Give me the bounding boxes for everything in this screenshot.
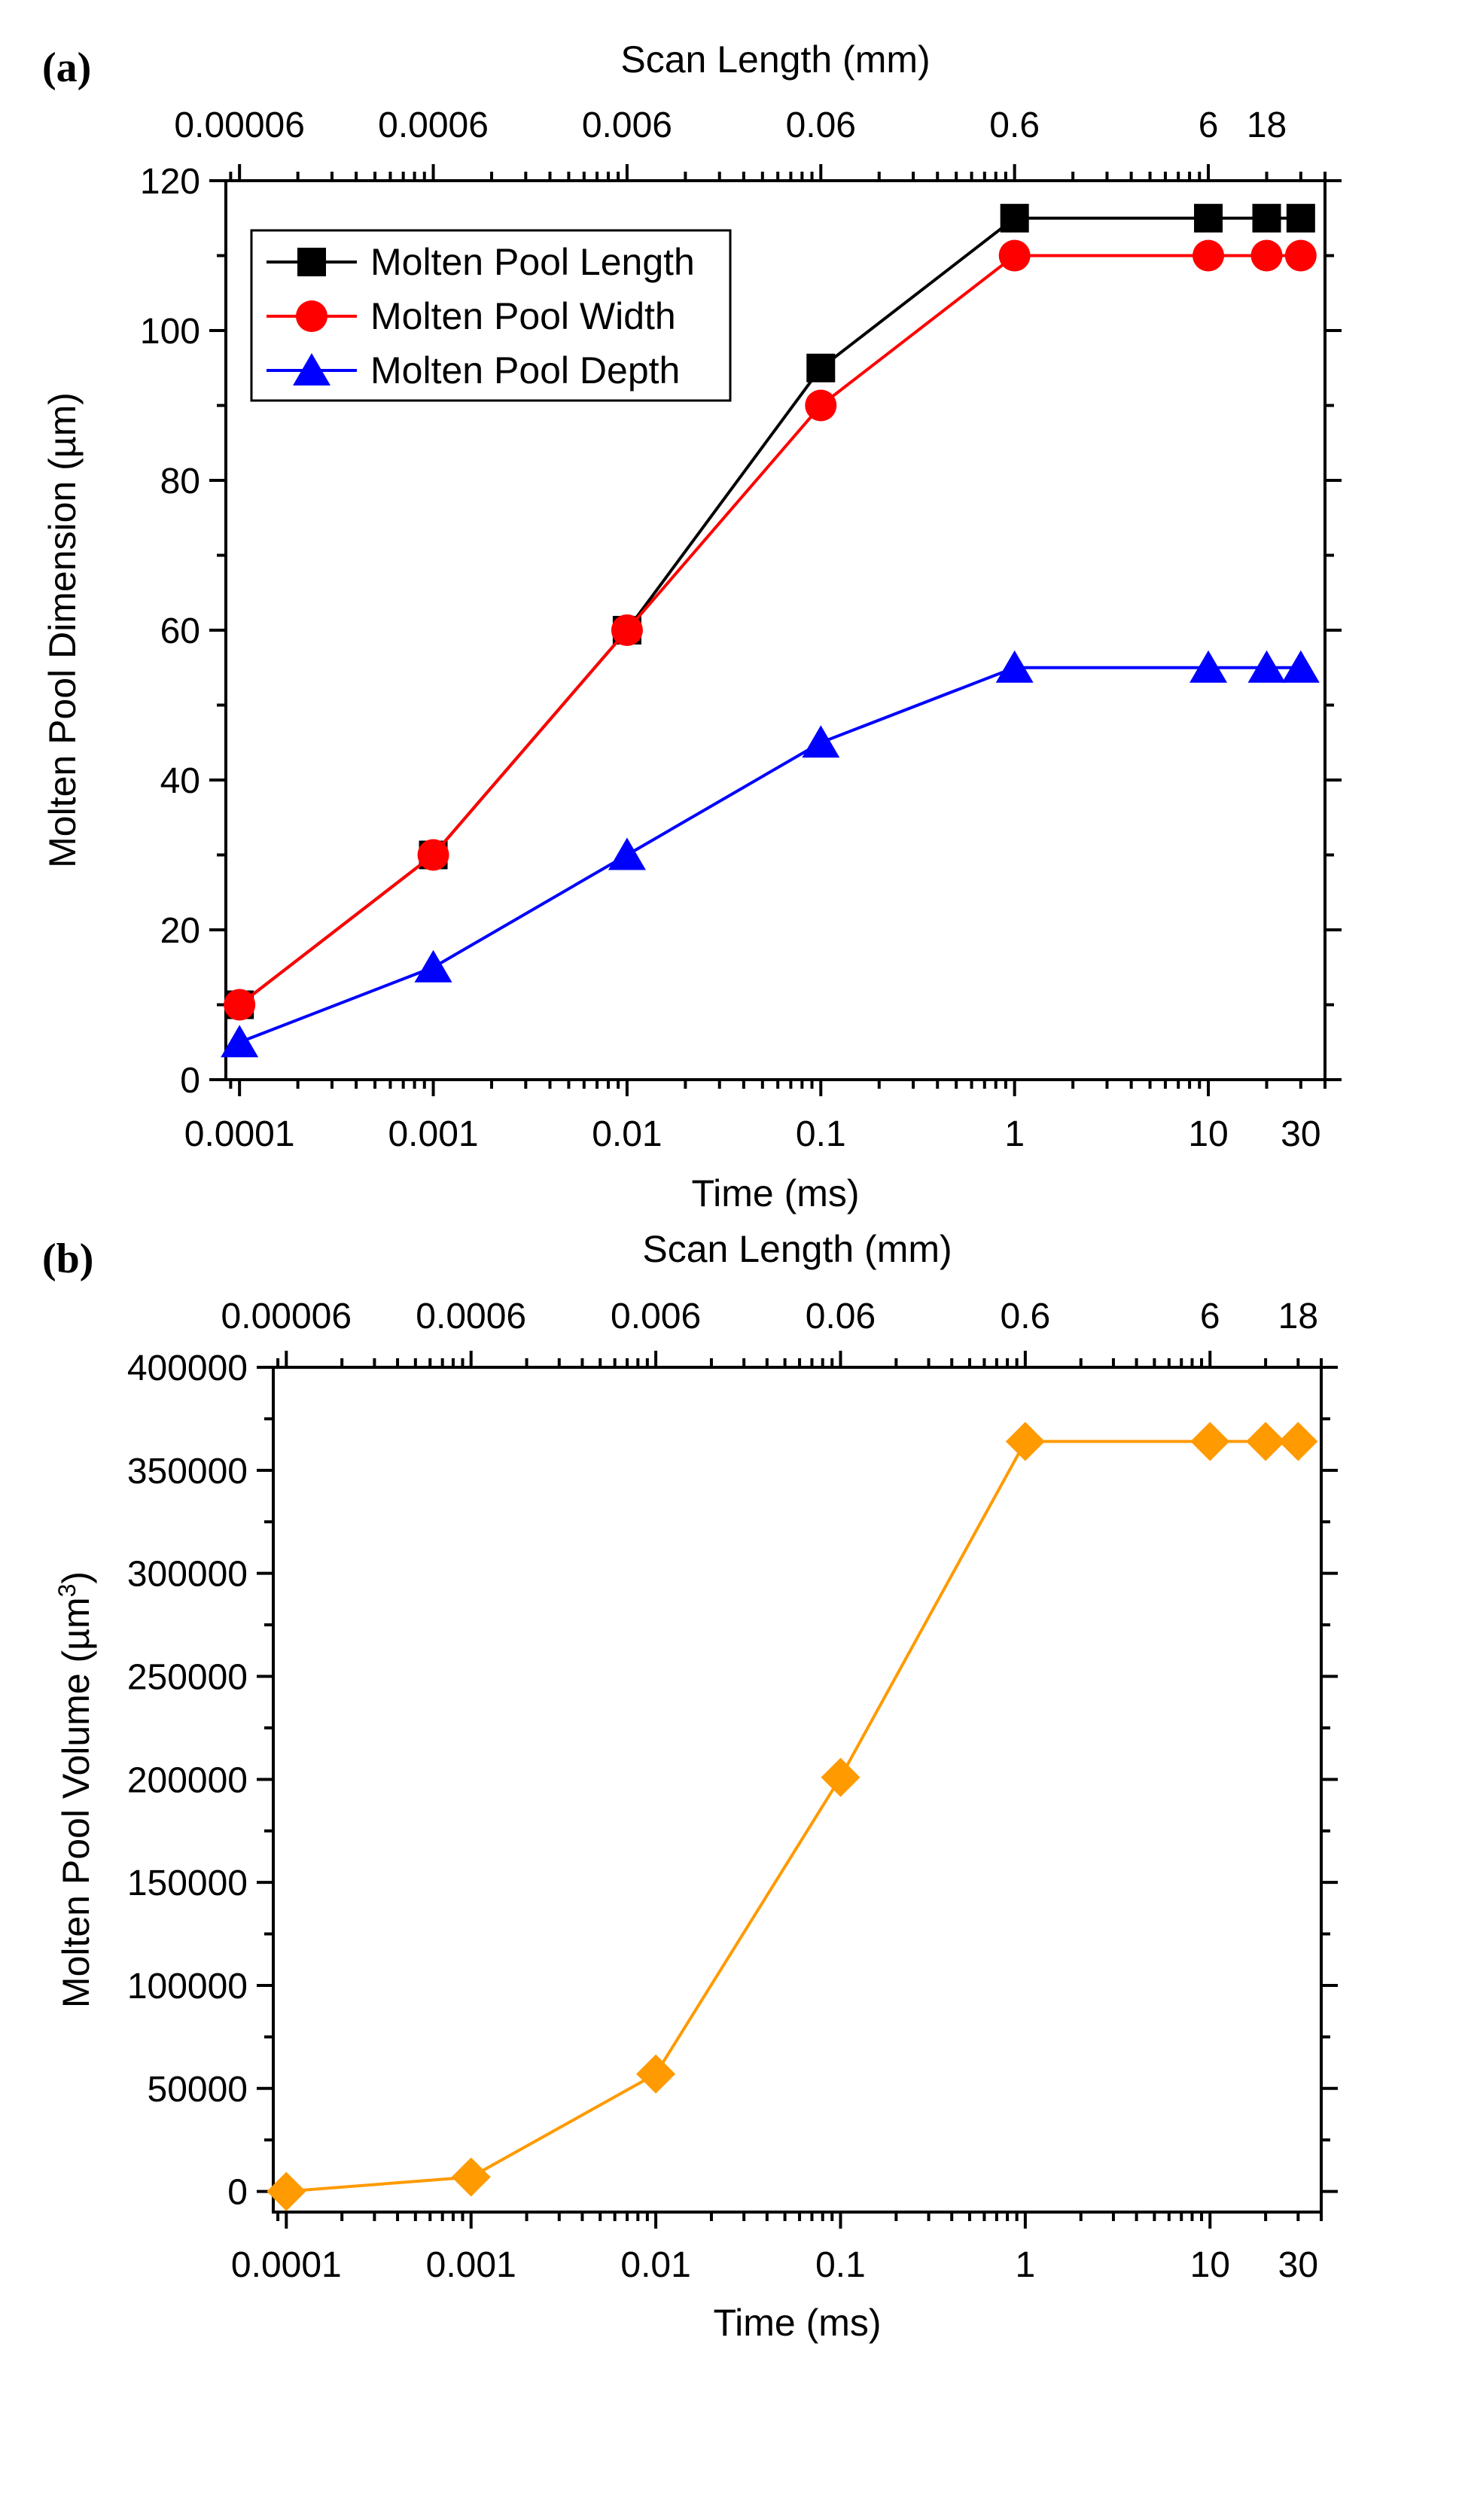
y-tick-label: 300000	[127, 1555, 248, 1595]
x-tick-label: 10	[1188, 1114, 1228, 1154]
x-tick-label: 0.01	[620, 2245, 690, 2285]
x2-tick-label: 0.06	[806, 1297, 876, 1336]
x-tick-label: 0.01	[592, 1114, 662, 1154]
panel-b-molten-pool-volume-chart: (b)0.0001 0.001 0.01 0.1 1 10 300.00006 0.0006 0…	[42, 1228, 1338, 2344]
y-tick-label: 20	[160, 911, 200, 951]
data-point-depth	[1189, 650, 1228, 683]
x2-tick-label: 0.00006	[174, 105, 305, 145]
data-point-width	[1250, 239, 1283, 272]
data-point-depth	[414, 949, 452, 983]
legend-marker-depth	[293, 353, 330, 385]
x2-tick-label: 18	[1278, 1297, 1318, 1336]
legend-entry: Molten Pool Length	[370, 241, 695, 283]
x2-tick-label: 0.06	[786, 105, 856, 145]
x-tick-label: 1	[1016, 2245, 1036, 2285]
data-point-width	[998, 239, 1031, 272]
panel-label: (b)	[42, 1236, 93, 1282]
x-axis-title: Time (ms)	[713, 2302, 881, 2344]
series-line-depth	[239, 666, 1301, 1044]
x-tick-label: 10	[1190, 2245, 1230, 2285]
data-point-length	[1000, 203, 1029, 233]
panel-a-molten-pool-dimension-chart: (a) 0.0001 0.001 0.01 0.1 1 10 30 0.00006 0.0006 0…	[41, 38, 1342, 1214]
x-tick-label: 0.1	[815, 2245, 866, 2285]
x-axis-title: Time (ms)	[691, 1172, 859, 1214]
x2-tick-label: 0.0006	[378, 105, 489, 145]
data-point-width	[611, 614, 643, 646]
data-point-length	[1252, 203, 1281, 233]
series-line-volume	[286, 1440, 1299, 2193]
x-tick-label: 1	[1004, 1114, 1025, 1154]
data-point-depth	[995, 650, 1034, 683]
data-point-volume	[1278, 1421, 1318, 1461]
x-tick-label: 0.1	[796, 1114, 846, 1154]
legend-marker-length	[297, 248, 326, 276]
y-tick-label: 100	[140, 312, 200, 352]
x2-tick-label: 0.6	[1001, 1297, 1051, 1336]
legend-entry: Molten Pool Depth	[370, 349, 680, 392]
x-tick-label: 0.0001	[184, 1114, 295, 1154]
data-point-volume	[821, 1757, 860, 1797]
y-tick-label: 60	[160, 611, 200, 651]
y-tick-label: 150000	[127, 1863, 248, 1903]
data-point-volume	[1005, 1421, 1045, 1461]
data-point-volume	[1190, 1421, 1230, 1461]
y-tick-label: 400000	[127, 1348, 248, 1388]
x-tick-label: 0.001	[388, 1114, 478, 1154]
y-tick-label: 0	[180, 1061, 200, 1101]
data-point-depth	[1281, 650, 1320, 683]
y-tick-label: 80	[160, 462, 200, 501]
data-point-volume	[1246, 1421, 1286, 1461]
data-point-width	[1192, 239, 1225, 272]
y-axis-title-suffix: )	[55, 1571, 97, 1584]
y-tick-label: 40	[160, 761, 200, 801]
x2-axis-title: Scan Length (mm)	[642, 1228, 952, 1270]
x2-axis-title: Scan Length (mm)	[620, 38, 930, 81]
y-axis-title-text: Molten Pool Volume (µm	[55, 1597, 97, 2008]
data-point-volume	[267, 2171, 306, 2211]
x2-tick-label: 18	[1247, 105, 1287, 145]
x-tick-label: 0.001	[426, 2245, 516, 2285]
data-point-depth	[608, 837, 646, 870]
data-point-length	[806, 353, 836, 382]
legend-entry: Molten Pool Width	[370, 295, 676, 337]
data-point-width	[1284, 239, 1317, 272]
x2-tick-label: 0.006	[611, 1297, 701, 1336]
y-axis-title: Molten Pool Volume (µm3)	[53, 1571, 97, 2008]
y-tick-label: 120	[140, 162, 200, 202]
data-point-volume	[636, 2054, 676, 2094]
y-axis-title: Molten Pool Dimension (µm)	[41, 392, 84, 868]
data-point-volume	[451, 2157, 491, 2197]
x2-tick-label: 6	[1199, 105, 1219, 145]
data-point-depth	[1247, 650, 1286, 683]
y-tick-label: 250000	[127, 1657, 248, 1697]
x-tick-label: 30	[1278, 2245, 1318, 2285]
y-tick-label: 100000	[127, 1967, 248, 2007]
data-point-depth	[221, 1025, 259, 1058]
data-point-width	[805, 389, 837, 422]
x2-tick-label: 6	[1200, 1297, 1220, 1336]
x2-tick-label: 0.006	[582, 105, 672, 145]
data-point-length	[1194, 203, 1223, 233]
legend-marker-width	[296, 300, 327, 332]
panel-label: (a)	[42, 44, 91, 91]
x2-tick-label: 0.6	[989, 105, 1040, 145]
plot-frame	[272, 1366, 1323, 2214]
y-axis-title-text: Molten Pool Dimension (µm)	[41, 392, 84, 868]
y-tick-label: 200000	[127, 1760, 248, 1800]
y-axis-title-superscript: 3	[53, 1584, 81, 1598]
x2-tick-label: 0.0006	[416, 1297, 526, 1336]
data-point-depth	[802, 725, 840, 758]
x-tick-label: 30	[1281, 1114, 1320, 1154]
x2-tick-label: 0.00006	[221, 1297, 352, 1336]
data-point-width	[417, 839, 449, 871]
y-tick-label: 350000	[127, 1452, 248, 1492]
y-tick-label: 0	[227, 2173, 248, 2213]
y-tick-label: 50000	[148, 2070, 248, 2110]
data-point-width	[224, 989, 256, 1021]
data-point-length	[1286, 203, 1315, 233]
x-tick-label: 0.0001	[231, 2245, 342, 2285]
